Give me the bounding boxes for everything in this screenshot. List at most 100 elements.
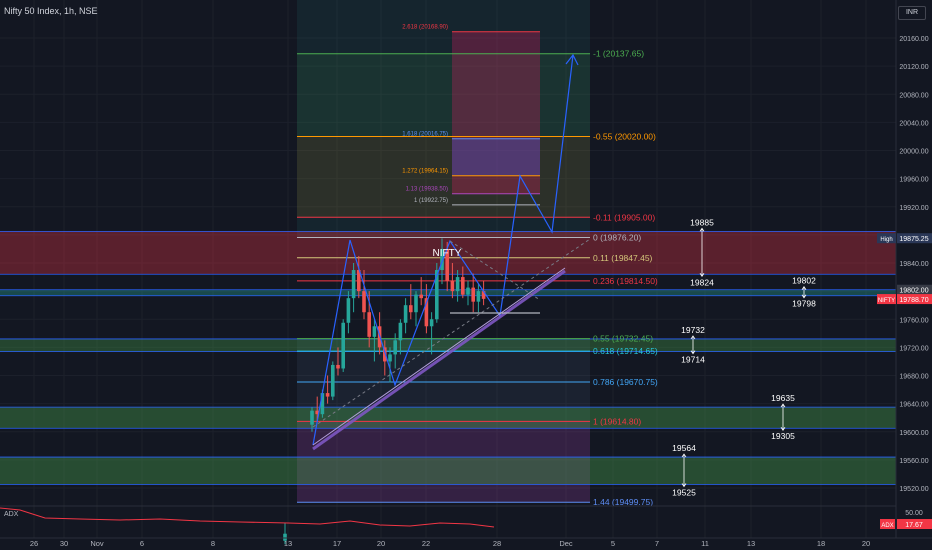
zone-arrowheads xyxy=(699,227,705,277)
candle-body xyxy=(440,248,444,271)
time-tick-label: 11 xyxy=(701,539,709,548)
candle-body xyxy=(445,248,449,281)
price-tick-label: 20120.00 xyxy=(899,64,928,71)
price-tick-label: 19560.00 xyxy=(899,458,928,465)
adx-tag-name xyxy=(880,519,895,529)
fib-label: 0.786 (19670.75) xyxy=(593,377,658,387)
price-axis-bg xyxy=(896,0,932,550)
price-tag xyxy=(897,233,932,244)
candle-body xyxy=(398,322,403,341)
zone xyxy=(0,289,896,296)
price-tag-name-text: NIFTY xyxy=(878,298,895,304)
zone-bottom-label: 19305 xyxy=(771,431,795,441)
price-tag-value: 19788.70 xyxy=(899,297,928,304)
candle-body xyxy=(388,354,392,362)
candle-body xyxy=(367,312,371,337)
price-tag-value: 19802.00 xyxy=(899,288,928,295)
candle-body xyxy=(455,277,460,292)
candle-body xyxy=(357,270,361,292)
time-tick-label: 28 xyxy=(493,539,501,548)
extension-box xyxy=(452,138,540,176)
price-tag-name xyxy=(877,233,896,244)
price-tick-label: 19920.00 xyxy=(899,205,928,212)
candle-body xyxy=(372,326,377,337)
candle-body xyxy=(315,410,319,415)
candle-body xyxy=(310,410,314,425)
candle-body xyxy=(424,298,429,327)
grid xyxy=(0,0,896,538)
zone xyxy=(0,457,896,485)
candle-body xyxy=(341,322,345,369)
price-tick-label: 19960.00 xyxy=(899,177,928,184)
zone-top-label: 19885 xyxy=(690,217,714,227)
candle-body xyxy=(471,287,475,302)
time-tick-label: 20 xyxy=(377,539,385,548)
price-tick-label: 19760.00 xyxy=(899,317,928,324)
time-tick-label: 17 xyxy=(333,539,341,548)
candle-body xyxy=(346,298,351,323)
zone-arrowheads xyxy=(690,335,696,355)
fib-ext-label: 1.13 (19938.50) xyxy=(406,187,448,193)
currency-button[interactable]: INR xyxy=(898,6,926,20)
reward-region xyxy=(297,0,590,238)
adx-line xyxy=(0,507,495,528)
fib-label: -0.11 (19905.00) xyxy=(593,212,655,222)
candle-body xyxy=(336,364,340,369)
zone-top-label: 19732 xyxy=(681,325,705,335)
adx-tag xyxy=(897,519,932,529)
time-tick-label: 22 xyxy=(422,539,430,548)
price-tick-label: 19840.00 xyxy=(899,261,928,268)
extension-box xyxy=(452,31,540,194)
time-tick-label: 13 xyxy=(284,539,292,548)
price-tick-label: 20160.00 xyxy=(899,36,928,43)
candle-body xyxy=(414,294,418,313)
fib-label: -0.55 (20020.00) xyxy=(593,131,656,141)
fib-band xyxy=(297,338,590,422)
pattern-drawings xyxy=(312,53,591,451)
fib-label: -1 (20137.65) xyxy=(593,49,644,59)
trendline-inner xyxy=(312,267,566,446)
time-tick-label: Nov xyxy=(90,539,104,548)
nifty-annotation: NIFTY xyxy=(433,248,462,259)
fib-label: 0.55 (19732.45) xyxy=(593,334,653,344)
fib-label: 0.618 (19714.65) xyxy=(593,346,658,356)
zone xyxy=(0,338,896,352)
zone-arrowheads xyxy=(681,453,687,488)
fib-band xyxy=(297,136,590,218)
adx-axis-label: 50.00 xyxy=(905,510,923,517)
candle-body xyxy=(403,305,408,323)
candle-body xyxy=(419,294,423,299)
fib-ext-label: 2.618 (20168.90) xyxy=(402,25,448,31)
zone-bottom-label: 19525 xyxy=(672,487,696,497)
target-arrow xyxy=(565,53,579,66)
zone-top-label: 19635 xyxy=(771,393,795,403)
price-tag xyxy=(897,294,932,305)
zone xyxy=(0,407,896,429)
candle-body xyxy=(325,393,330,397)
candle-body xyxy=(461,277,465,295)
fib-label: 1.44 (19499.75) xyxy=(593,497,653,507)
time-tick-label: 26 xyxy=(30,539,38,548)
price-tick-label: 20000.00 xyxy=(899,149,928,156)
zone-top-label: 19564 xyxy=(672,443,696,453)
candle-body xyxy=(409,305,413,313)
time-tick-label: 5 xyxy=(611,539,615,548)
time-tick-label: 7 xyxy=(655,539,659,548)
price-tag-name xyxy=(877,294,896,305)
candle-body xyxy=(383,347,387,362)
harmonic-pattern xyxy=(312,54,574,446)
level-labels: -1 (20137.65) -0.55 (20020.00) -0.11 (1990… xyxy=(402,25,816,507)
candle-body xyxy=(393,340,397,355)
price-tick-label: 19680.00 xyxy=(899,374,928,381)
fib-ext-label: 1 (19922.75) xyxy=(414,198,448,204)
fib-label: 1 (19614.80) xyxy=(593,416,641,426)
fib-ext-label: 1.272 (19964.15) xyxy=(402,169,448,175)
candle-body xyxy=(429,319,434,327)
highlight-regions xyxy=(297,0,590,503)
candle-body xyxy=(476,291,481,302)
adx-tag-value: 17.67 xyxy=(905,522,923,529)
risk-region xyxy=(297,421,590,503)
price-tag-name-text: High xyxy=(880,237,892,243)
